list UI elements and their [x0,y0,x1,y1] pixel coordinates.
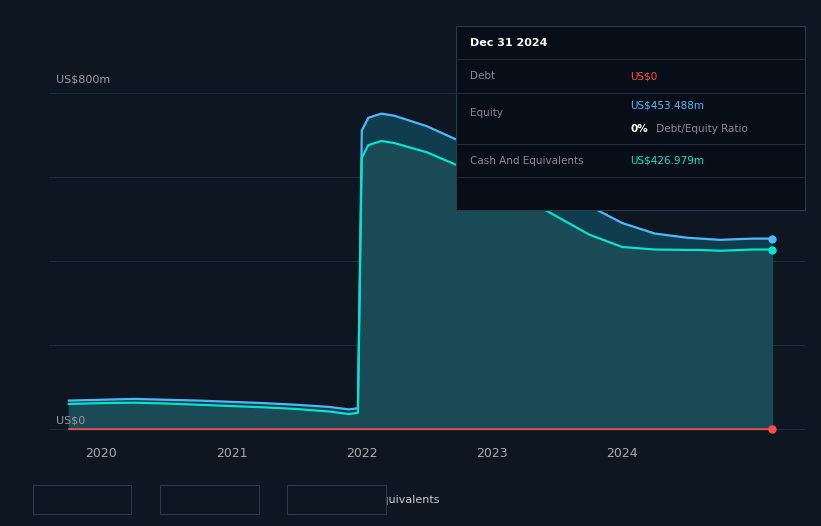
Text: US$800m: US$800m [56,74,110,84]
Text: Debt: Debt [63,495,90,505]
Text: US$426.979m: US$426.979m [631,156,704,166]
Text: Equity: Equity [470,108,502,118]
Text: Cash And Equivalents: Cash And Equivalents [318,495,439,505]
Text: Equity: Equity [190,495,226,505]
Text: Cash And Equivalents: Cash And Equivalents [470,156,583,166]
Text: US$453.488m: US$453.488m [631,100,704,110]
Text: ●: ● [296,495,304,505]
Text: US$0: US$0 [56,415,85,425]
Text: ●: ● [41,495,49,505]
Text: Debt: Debt [470,71,495,81]
Text: Debt/Equity Ratio: Debt/Equity Ratio [653,124,748,135]
Text: Dec 31 2024: Dec 31 2024 [470,38,547,48]
Text: 0%: 0% [631,124,648,135]
Text: US$0: US$0 [631,71,658,81]
Text: ●: ● [168,495,177,505]
